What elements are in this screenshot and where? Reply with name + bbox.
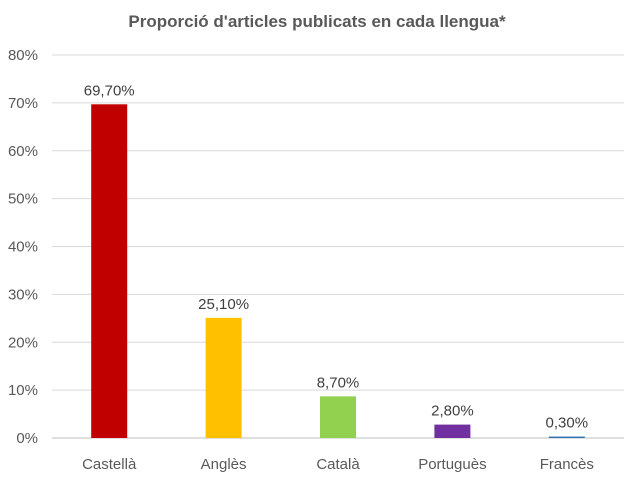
x-axis: Castellà Anglès Català Portuguès Francès [82,456,594,473]
bar [205,317,242,438]
y-tick-label: 20% [8,334,38,351]
y-tick-label: 0% [16,430,38,447]
bar [320,396,356,438]
chart-title: Proporció d'articles publicats en cada l… [128,12,506,31]
bar [434,424,471,438]
y-tick-label: 50% [8,191,38,208]
y-tick-label: 70% [8,95,38,112]
x-tick-label: Castellà [82,456,137,473]
x-tick-label: Anglès [201,456,247,473]
x-tick-label: Català [316,456,360,473]
x-tick-label: Portuguès [418,456,486,473]
y-tick-label: 80% [8,47,38,64]
data-label: 8,70% [317,374,360,391]
data-label: 0,30% [546,415,589,432]
data-label: 69,70% [84,82,135,99]
y-tick-label: 40% [8,239,38,256]
y-tick-label: 30% [8,286,38,303]
y-axis: 0% 10% 20% 30% 40% 50% 60% 70% 80% [8,47,38,447]
y-tick-label: 10% [8,382,38,399]
gridlines [52,54,624,439]
data-label: 2,80% [431,403,474,420]
y-tick-label: 60% [8,143,38,160]
bar [91,104,128,438]
bar [548,436,585,438]
data-labels: 69,70% 25,10% 8,70% 2,80% 0,30% [84,82,588,431]
data-label: 25,10% [198,296,249,313]
bars [91,104,585,438]
x-tick-label: Francès [540,456,594,473]
